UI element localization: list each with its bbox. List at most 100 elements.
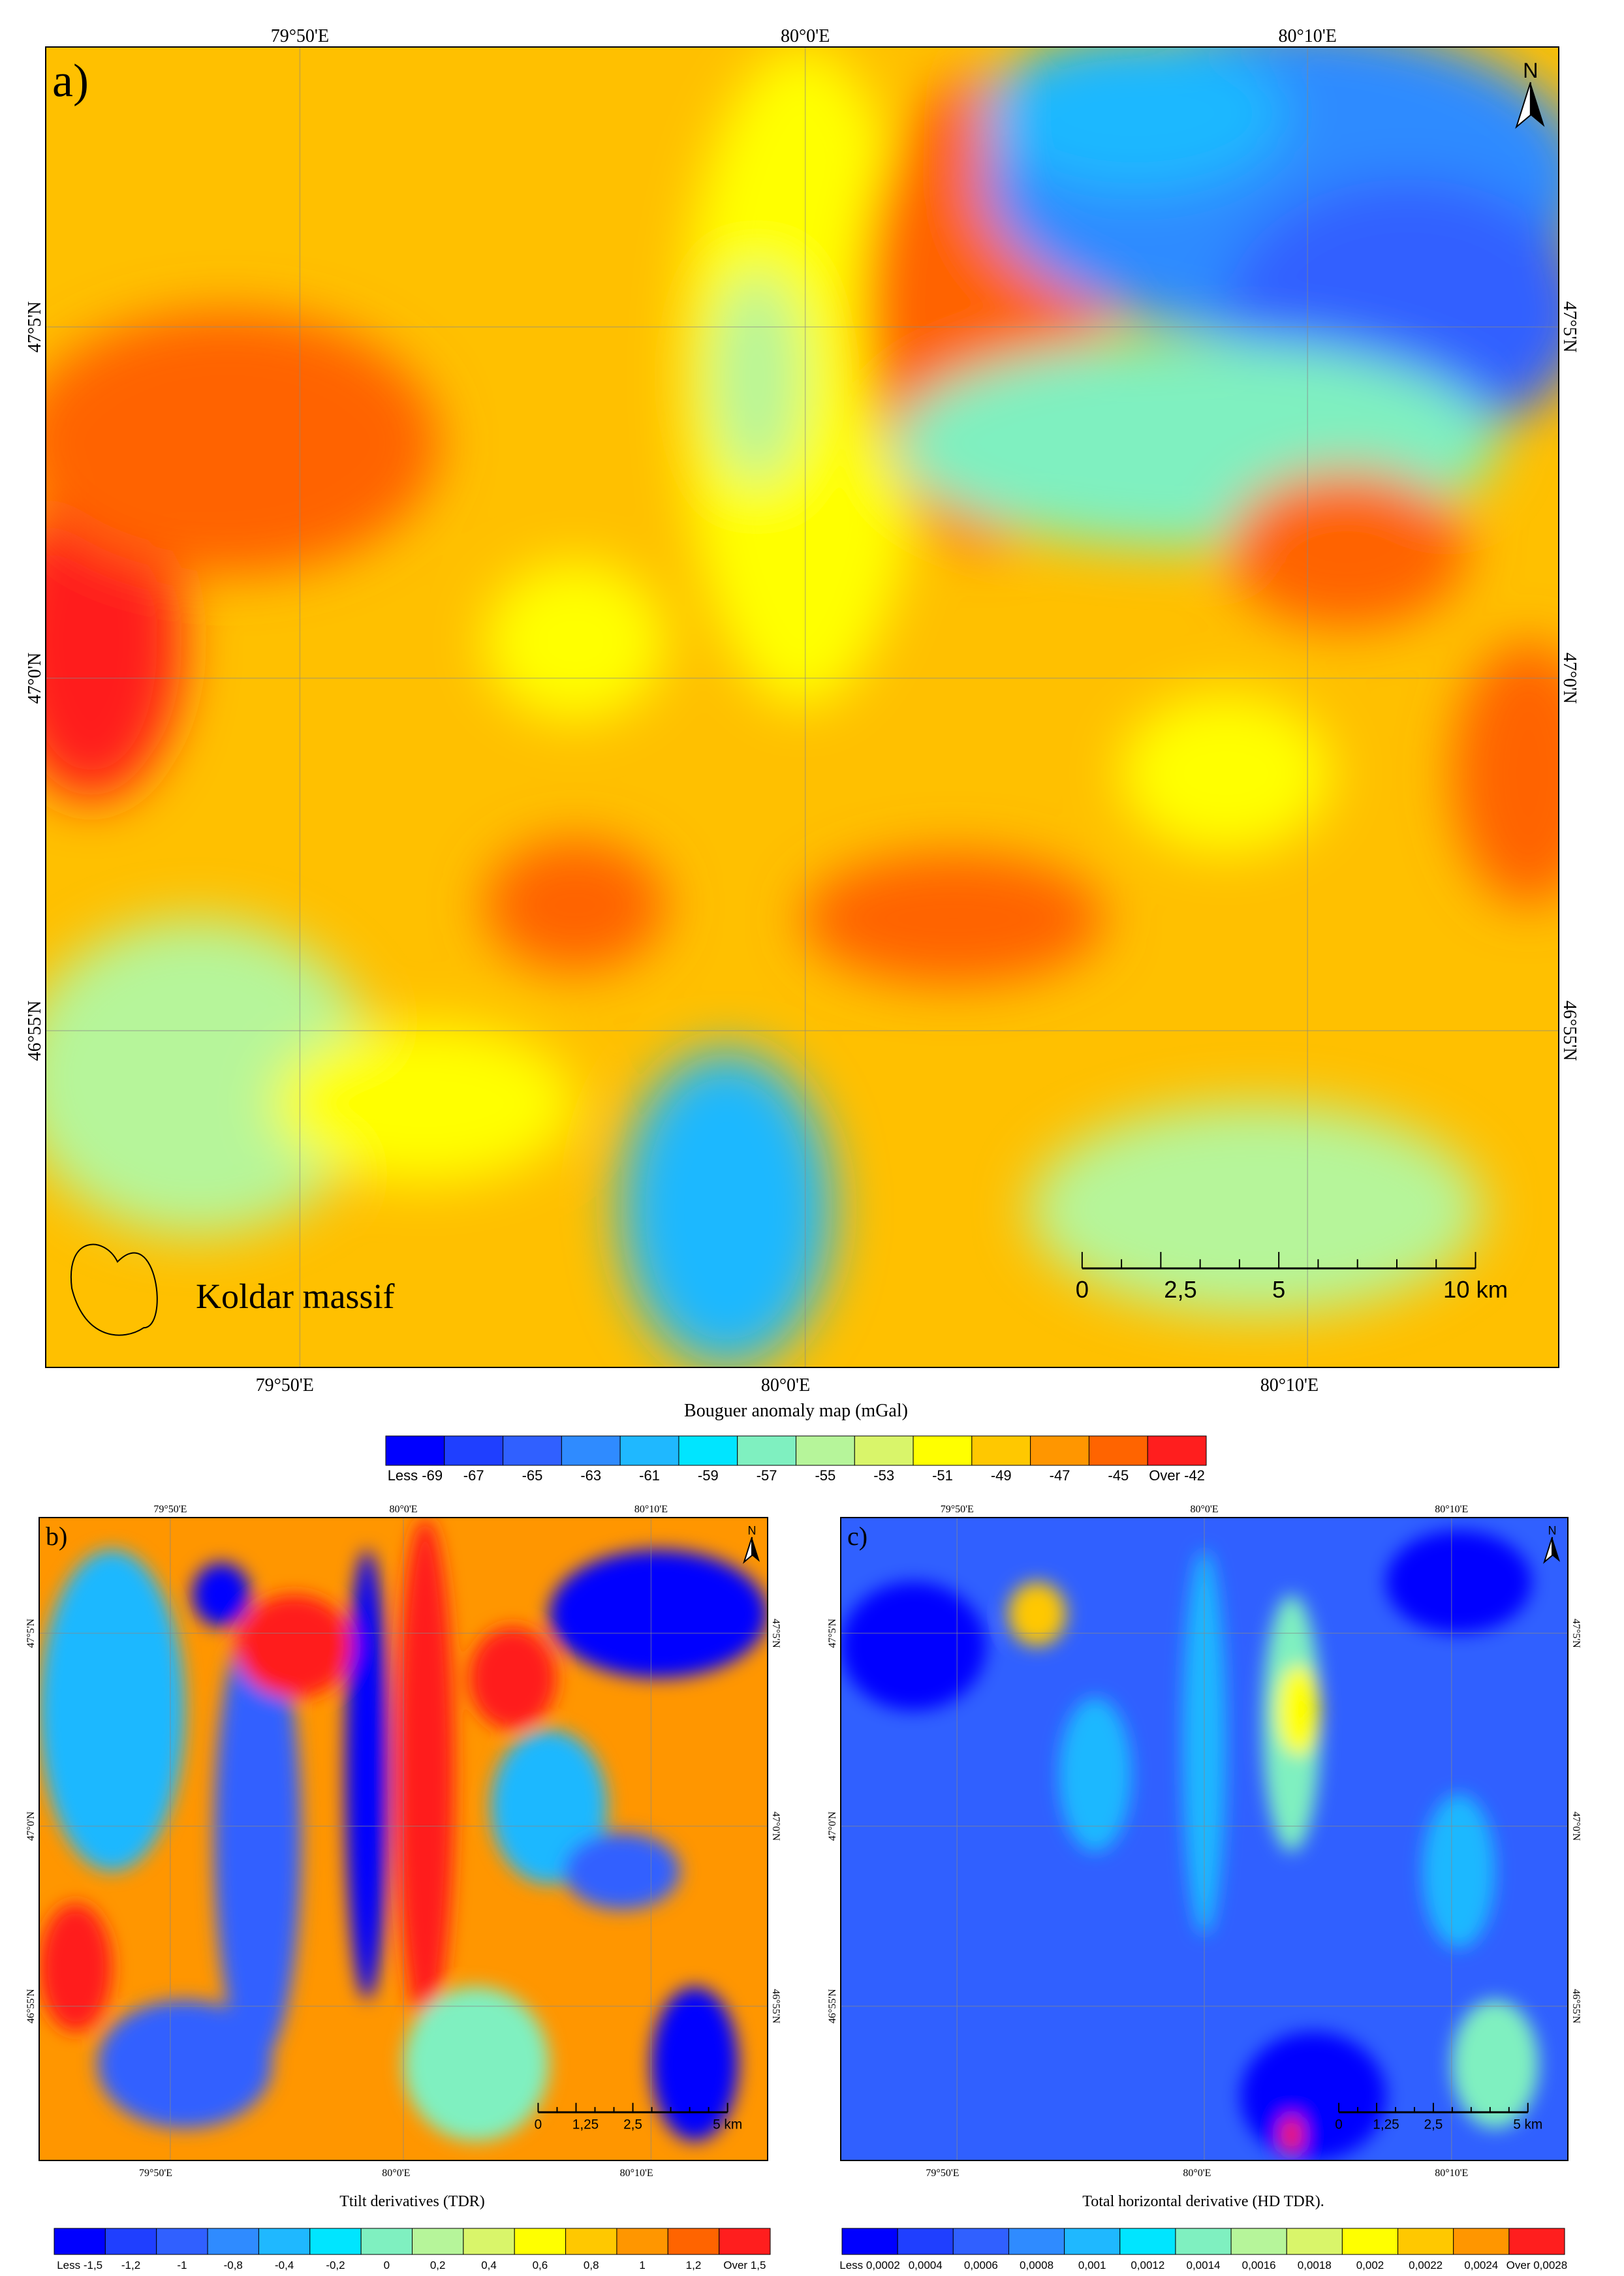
colorbar-swatch (207, 2228, 259, 2255)
colorbar-label: -63 (580, 1467, 601, 1484)
colorbar-swatch (565, 2228, 617, 2255)
anomaly (563, 1832, 681, 1910)
anomaly (345, 1550, 389, 2000)
colorbar-label: -61 (639, 1467, 660, 1484)
lon-label: 80°0'E (781, 26, 830, 46)
colorbar-swatch (1147, 1435, 1207, 1466)
colorbar-label: 0,0008 (1020, 2259, 1054, 2271)
north-label: N (1548, 1524, 1557, 1537)
colorbar: Bouguer anomaly map (mGal) Less -69 -67 -65… (385, 1401, 1207, 1484)
map-panel: a) N 79°50'E 80°0'E 80°10'E 79°50'E 80°0'E 80°1… (25, 26, 1580, 1395)
panel-label: c) (847, 1521, 867, 1551)
lat-label: 46°55'N (1570, 1989, 1582, 2023)
colorbar-swatch (309, 2228, 362, 2255)
panel-label: b) (46, 1521, 67, 1551)
frame (39, 1517, 768, 2161)
colorbar-label: 1,2 (686, 2259, 702, 2271)
colorbar-swatch (841, 2228, 898, 2255)
colorbar-swatch (1398, 2228, 1454, 2255)
lat-label: 46°55'N (25, 1001, 45, 1061)
colorbar-swatch (796, 1435, 855, 1466)
lat-label: 47°0'N (1570, 1811, 1582, 1841)
colorbar-label: Over 0,0028 (1507, 2259, 1568, 2271)
anomaly (213, 1613, 302, 2065)
lat-label: 47°0'N (770, 1811, 781, 1841)
scale-label: 0 (1335, 2117, 1343, 2132)
lat-label: 47°5'N (770, 1619, 781, 1648)
colorbar-swatch (1175, 2228, 1232, 2255)
anomaly (46, 918, 379, 1236)
anomaly (39, 1903, 112, 2032)
lon-label: 79°50'E (139, 2168, 172, 2179)
colorbar-swatch (971, 1435, 1031, 1466)
colorbar-swatch (1088, 1435, 1148, 1466)
colorbar-swatch (1008, 2228, 1065, 2255)
colorbar-swatch (360, 2228, 413, 2255)
anomaly (1280, 2115, 1303, 2155)
anomaly (1386, 1530, 1532, 1634)
colorbar-label: -55 (815, 1467, 835, 1484)
anomaly (1059, 1697, 1132, 1852)
colorbar-label: 0,4 (481, 2259, 497, 2271)
colorbar-label: Less -69 (388, 1467, 443, 1484)
lat-label: 46°55'N (1559, 1001, 1580, 1061)
lat-label: 47°5'N (1570, 1619, 1582, 1648)
colorbar-label: -47 (1050, 1467, 1070, 1484)
lat-label: 46°55'N (25, 1989, 37, 2023)
lat-label: 47°5'N (1559, 302, 1580, 352)
colorbar-label: 0,0022 (1409, 2259, 1443, 2271)
colorbar-label: Less 0,0002 (839, 2259, 900, 2271)
anomaly (841, 1582, 986, 1711)
colorbar-label: 0,0018 (1298, 2259, 1332, 2271)
anomaly (651, 1987, 739, 2142)
colorbar-swatch (619, 1435, 679, 1466)
anomaly (802, 852, 1105, 985)
colorbar-label: -65 (522, 1467, 543, 1484)
colorbar-label: Over 1,5 (723, 2259, 766, 2271)
colorbar-swatch (1341, 2228, 1399, 2255)
anomaly (1422, 1794, 1495, 1948)
colorbar-label: 1 (639, 2259, 645, 2271)
colorbar-swatch (952, 2228, 1009, 2255)
anomaly (484, 561, 666, 721)
colorbar-title: Bouguer anomaly map (mGal) (684, 1401, 908, 1421)
colorbar-swatch (1230, 2228, 1287, 2255)
colorbar-label: 0,0014 (1187, 2259, 1221, 2271)
lat-label: 47°5'N (827, 1618, 838, 1647)
legend-symbol (70, 1243, 158, 1336)
lon-label: 80°0'E (761, 1375, 810, 1395)
colorbar-label: -49 (991, 1467, 1012, 1484)
anomaly (469, 1627, 557, 1730)
massif-outline (185, 1794, 484, 1942)
lon-label: 80°10'E (620, 2168, 653, 2179)
anomaly (484, 839, 666, 972)
colorbar-swatch (54, 2228, 106, 2255)
colorbar-label: 0,001 (1078, 2259, 1106, 2271)
north-arrow (1552, 1537, 1560, 1562)
scale-label: 0 (1076, 1276, 1089, 1303)
lat-label: 46°55'N (827, 1989, 838, 2023)
anomaly (192, 1562, 251, 1627)
colorbar-swatch (897, 2228, 954, 2255)
scale-label: 5 km (1513, 2117, 1542, 2132)
colorbar-label: Less -1,5 (57, 2259, 102, 2271)
colorbar-label: -57 (757, 1467, 777, 1484)
anomaly (490, 1730, 608, 1884)
colorbar-swatch (444, 1435, 504, 1466)
anomaly (272, 1024, 576, 1183)
colorbar: Total horizontal derivative (HD TDR). Les… (839, 2193, 1567, 2271)
colorbar-swatch (1119, 2228, 1176, 2255)
anomaly (1008, 1582, 1067, 1646)
colorbar-swatch (1508, 2228, 1565, 2255)
lon-label: 80°10'E (634, 1504, 668, 1515)
anomaly (681, 47, 924, 708)
lat-label: 47°0'N (827, 1811, 838, 1841)
colorbar: Ttilt derivatives (TDR) Less -1,5 -1,2 -1 -0… (54, 2193, 771, 2271)
lon-label: 80°10'E (1435, 2168, 1468, 2179)
colorbar-swatch (719, 2228, 771, 2255)
lon-label: 79°50'E (153, 1504, 187, 1515)
lon-label: 79°50'E (941, 1504, 974, 1515)
colorbar-swatch (463, 2228, 515, 2255)
lat-label: 47°0'N (25, 653, 45, 704)
